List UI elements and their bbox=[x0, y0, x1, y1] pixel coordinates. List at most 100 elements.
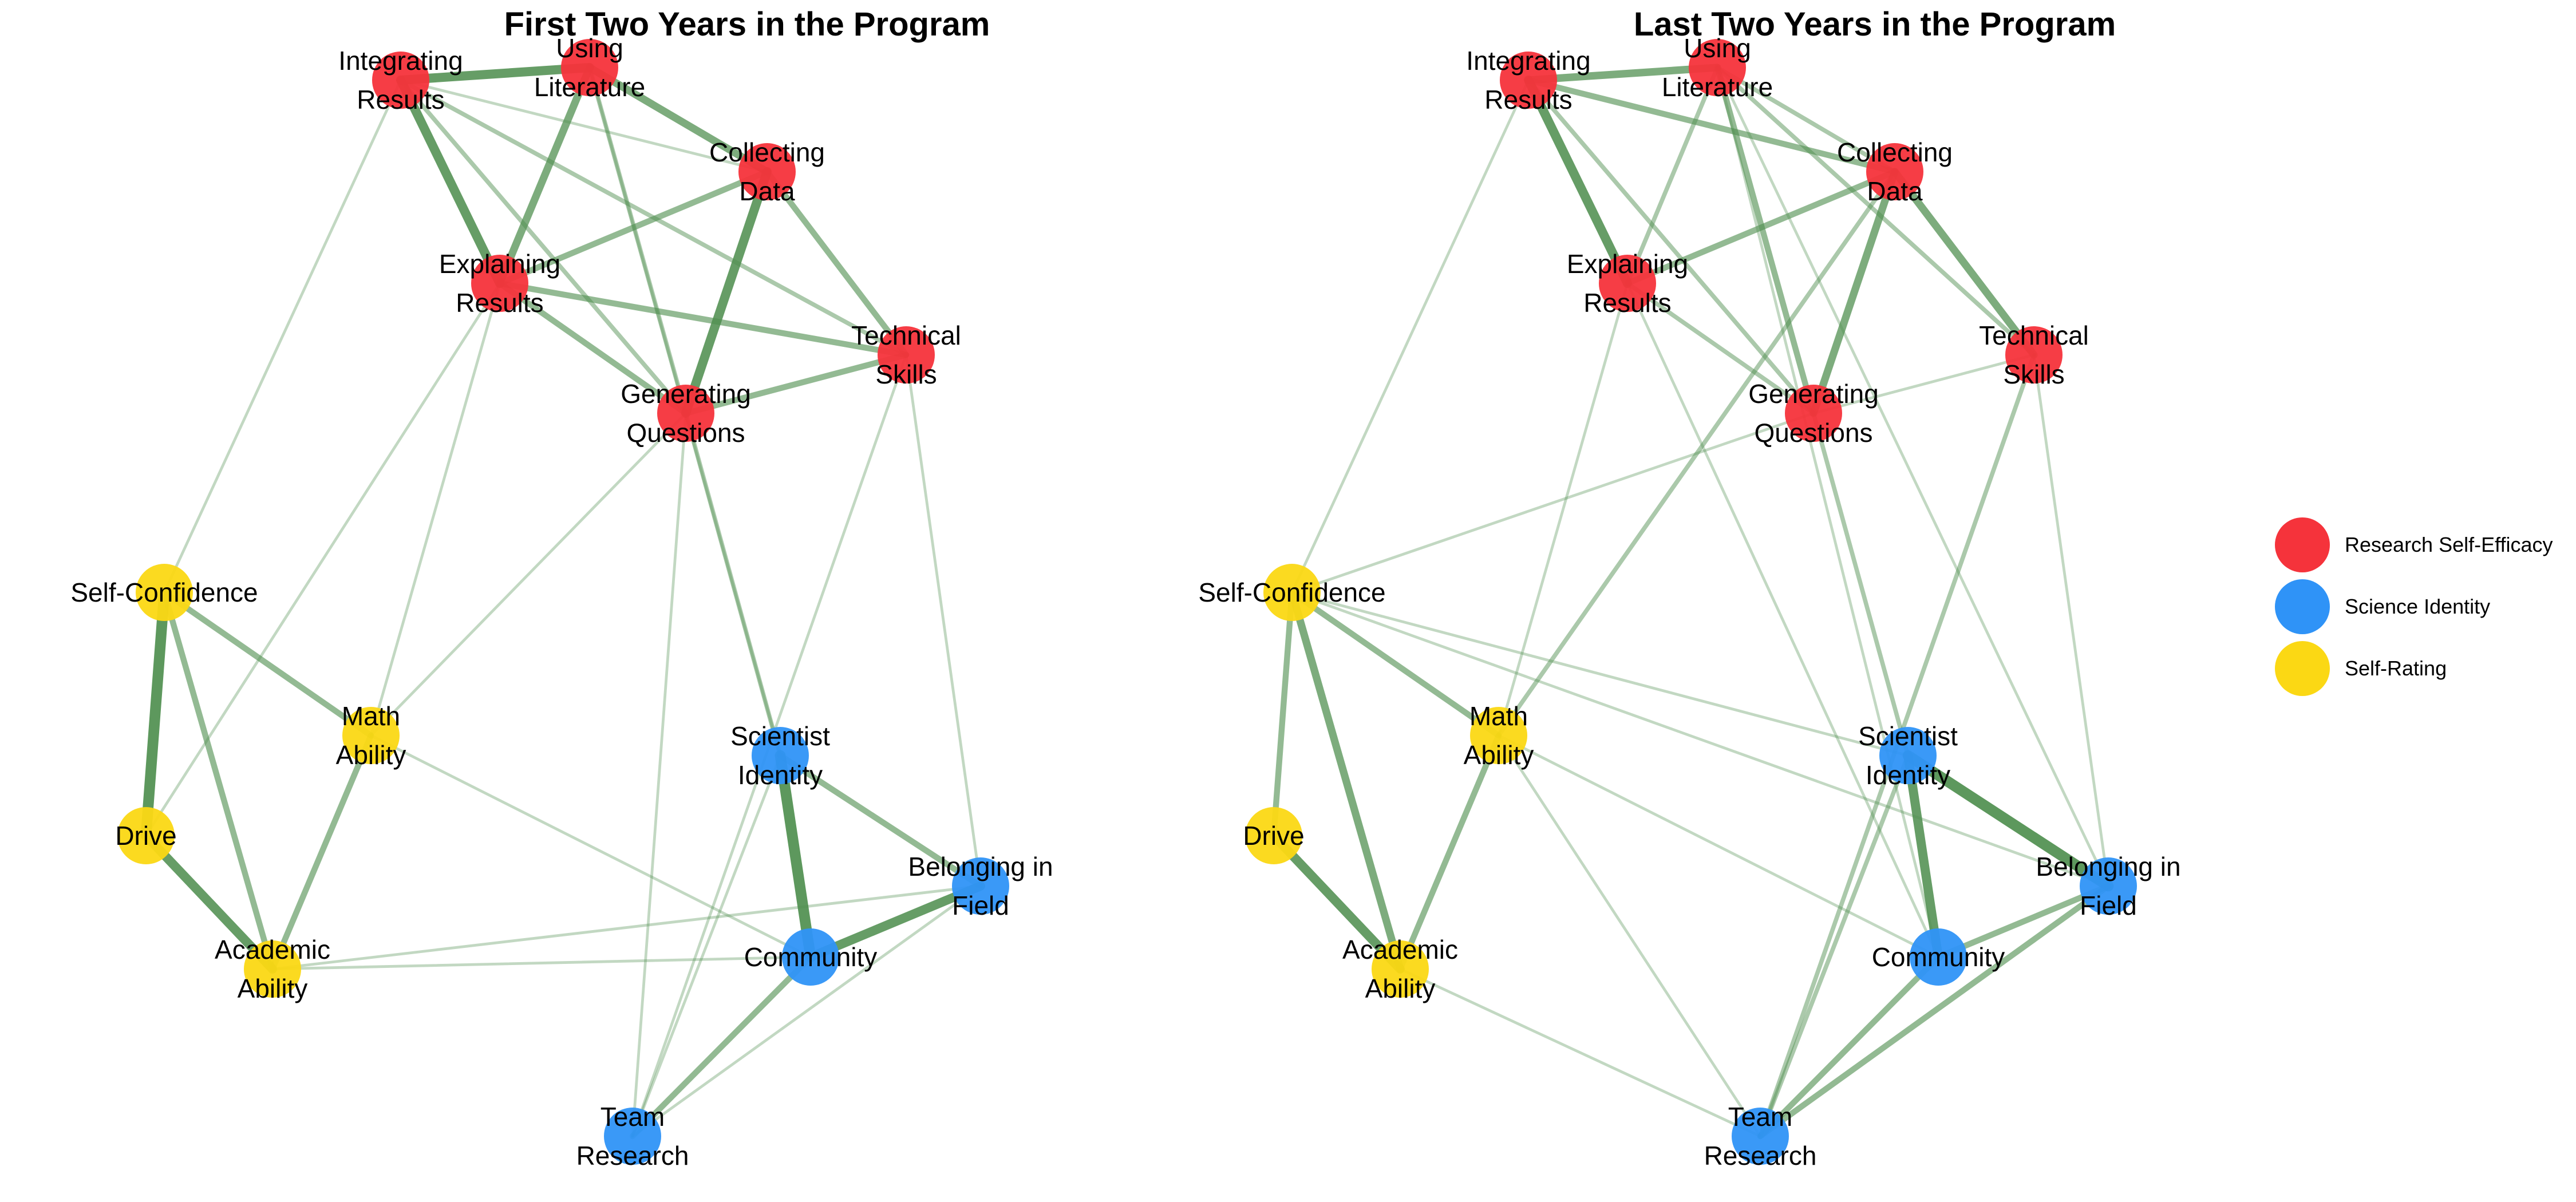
edge-math-community bbox=[1497, 734, 1940, 959]
node-literature: Using Literature bbox=[534, 33, 645, 102]
edge-integrating-explaining bbox=[1524, 76, 1632, 288]
edge-selfconf-belonging bbox=[1290, 591, 2110, 888]
edge-scientist-belonging bbox=[1902, 750, 2114, 892]
edge-integrating-selfconf bbox=[163, 78, 402, 594]
node-belonging: Belonging in Field bbox=[2036, 852, 2180, 920]
legend-swatch bbox=[2275, 579, 2330, 634]
edge-generating-scientist bbox=[683, 411, 783, 758]
edge-explaining-generating bbox=[496, 280, 689, 417]
node-circle bbox=[738, 143, 796, 200]
node-label: Literature bbox=[1662, 72, 1773, 102]
edge-collecting-generating bbox=[681, 167, 772, 418]
edge-literature-community bbox=[1716, 66, 1940, 959]
node-label: Collecting bbox=[709, 137, 825, 167]
edge-community-belonging bbox=[1935, 883, 2112, 960]
edge-community-belonging bbox=[806, 881, 985, 962]
node-explaining: Explaining Results bbox=[1567, 249, 1688, 318]
edge-community-team bbox=[629, 954, 814, 1140]
node-label: Using bbox=[556, 33, 623, 63]
edge-literature-generating bbox=[1714, 64, 1817, 417]
node-label: Literature bbox=[534, 72, 645, 102]
node-selfconf: Self-Confidence bbox=[1198, 564, 1386, 621]
legend-item: Self-Rating bbox=[2275, 641, 2447, 696]
edge-scientist-team bbox=[1758, 753, 1910, 1138]
node-label: Identity bbox=[738, 760, 823, 790]
legend-item: Research Self-Efficacy bbox=[2275, 517, 2553, 572]
node-circle bbox=[1732, 1108, 1789, 1165]
edge-selfconf-drive bbox=[1270, 589, 1295, 839]
node-literature: Using Literature bbox=[1662, 33, 1773, 102]
edge-integrating-collecting bbox=[399, 78, 769, 173]
node-label: Data bbox=[739, 176, 795, 206]
edge-literature-technical bbox=[1715, 65, 2036, 357]
node-label: Skills bbox=[2003, 359, 2064, 389]
node-circle bbox=[1470, 707, 1527, 764]
node-circle bbox=[1866, 143, 1923, 200]
node-circle bbox=[1500, 52, 1557, 109]
node-label: Technical bbox=[1979, 321, 2089, 350]
edges-last bbox=[1269, 64, 2114, 1140]
panel-first-two-years: First Two Years in the Program Integrati… bbox=[70, 6, 1053, 1171]
node-academic: Academic Ability bbox=[215, 935, 330, 1003]
node-label: Field bbox=[2080, 891, 2137, 920]
node-label: Drive bbox=[115, 821, 176, 851]
edge-literature-generating bbox=[587, 65, 688, 416]
edge-collecting-explaining bbox=[496, 168, 771, 287]
edge-technical-belonging bbox=[904, 353, 982, 888]
edge-explaining-drive bbox=[144, 282, 501, 837]
legend-swatch bbox=[2275, 641, 2330, 696]
edge-integrating-generating bbox=[398, 78, 688, 416]
node-community: Community bbox=[744, 928, 877, 986]
node-collecting: Collecting Data bbox=[709, 137, 825, 206]
node-team: Team Research bbox=[576, 1102, 689, 1171]
edge-generating-technical bbox=[682, 351, 910, 417]
node-circle bbox=[1245, 807, 1302, 864]
edge-selfconf-drive bbox=[140, 587, 170, 841]
node-label: Team bbox=[1728, 1102, 1792, 1132]
node-integrating: Integrating Results bbox=[1466, 46, 1590, 114]
node-circle bbox=[117, 807, 175, 864]
node-explaining: Explaining Results bbox=[439, 249, 560, 318]
edge-generating-scientist bbox=[1811, 411, 1910, 758]
node-label: Generating bbox=[621, 379, 751, 409]
edge-selfconf-generating bbox=[1290, 412, 1815, 594]
node-label: Self-Confidence bbox=[1198, 578, 1385, 607]
edge-explaining-math bbox=[1497, 282, 1629, 737]
node-label: Scientist bbox=[1858, 721, 1958, 751]
edge-academic-community bbox=[271, 955, 812, 971]
nodes-first: Integrating Results Using Literature Collect… bbox=[70, 33, 1053, 1171]
node-generating: Generating Questions bbox=[1748, 379, 1879, 448]
node-technical: Technical Skills bbox=[851, 321, 961, 389]
node-selfconf: Self-Confidence bbox=[70, 564, 258, 621]
edge-integrating-selfconf bbox=[1290, 78, 1530, 594]
edge-integrating-literature bbox=[1524, 64, 1721, 84]
node-label: Questions bbox=[626, 418, 745, 448]
node-label: Skills bbox=[875, 359, 937, 389]
node-label: Ability bbox=[1464, 740, 1534, 770]
edge-scientist-team bbox=[631, 754, 782, 1138]
node-circle bbox=[752, 727, 809, 784]
node-circle bbox=[1599, 255, 1656, 312]
edge-integrating-explaining bbox=[396, 76, 504, 288]
edge-scientist-community bbox=[775, 750, 816, 963]
nodes-last: Integrating Results Using Literature Collect… bbox=[1198, 33, 2180, 1171]
node-circle bbox=[878, 326, 935, 383]
node-label: Belonging in bbox=[2036, 852, 2180, 881]
node-label: Generating bbox=[1748, 379, 1879, 409]
node-label: Academic bbox=[1342, 935, 1458, 964]
legend: Research Self-Efficacy Science Identity Se… bbox=[2275, 517, 2553, 696]
edge-drive-academic bbox=[1269, 831, 1405, 974]
node-label: Belonging in bbox=[908, 852, 1053, 881]
node-circle bbox=[561, 39, 618, 96]
node-label: Results bbox=[357, 85, 444, 114]
node-circle bbox=[244, 940, 301, 998]
edge-team-belonging bbox=[631, 884, 982, 1138]
node-label: Math bbox=[342, 701, 400, 731]
node-label: Math bbox=[1469, 701, 1528, 731]
node-label: Collecting bbox=[1837, 137, 1953, 167]
edge-scientist-belonging bbox=[777, 752, 984, 889]
node-label: Research bbox=[576, 1141, 689, 1171]
edge-math-academic bbox=[269, 732, 374, 972]
panel-title-last: Last Two Years in the Program bbox=[1634, 6, 2116, 43]
